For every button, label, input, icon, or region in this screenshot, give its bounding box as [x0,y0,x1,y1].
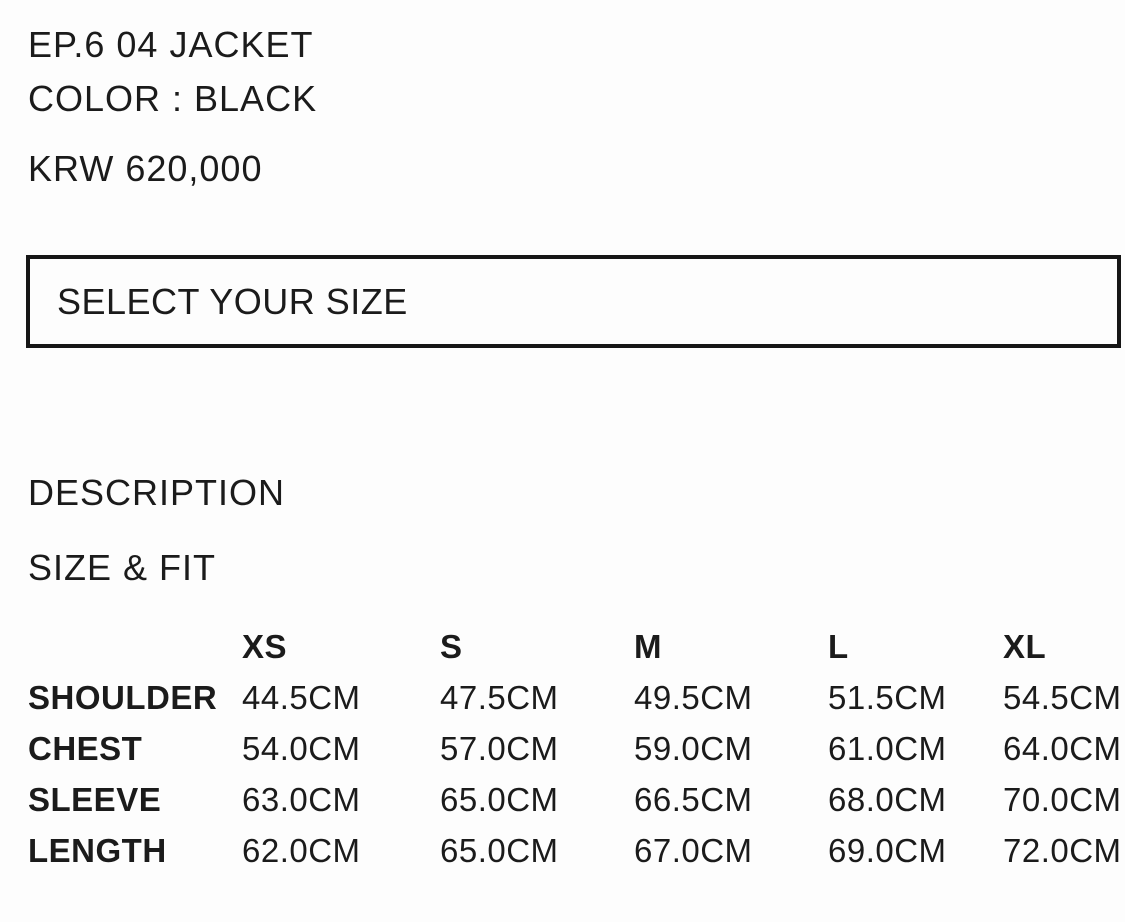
measurement-value: 49.5CM [634,678,753,716]
measurement-row-label: LENGTH [28,831,167,869]
measurement-value: 62.0CM [242,831,361,869]
measurement-row-label: CHEST [28,729,143,767]
measurement-value: 57.0CM [440,729,559,767]
measurement-value: 65.0CM [440,780,559,818]
size-select-label: SELECT YOUR SIZE [57,280,408,322]
size-column-header: S [440,627,463,665]
size-chart-table: XS S M L XL SHOULDER 44.5CM 47.5CM 49.5C… [28,621,1125,876]
measurement-value: 72.0CM [1003,831,1122,869]
measurement-row-label: SLEEVE [28,780,162,818]
measurement-value: 54.5CM [1003,678,1122,716]
measurement-value: 44.5CM [242,678,361,716]
measurement-value: 47.5CM [440,678,559,716]
product-color: COLOR : BLACK [28,78,318,119]
measurement-value: 59.0CM [634,729,753,767]
measurement-value: 69.0CM [828,831,947,869]
product-price: KRW 620,000 [28,148,263,189]
size-select-dropdown[interactable]: SELECT YOUR SIZE [26,255,1121,348]
size-chart-corner-cell [28,621,242,672]
measurement-value: 54.0CM [242,729,361,767]
size-column-header: XS [242,627,288,665]
measurement-value: 61.0CM [828,729,947,767]
measurement-value: 66.5CM [634,780,753,818]
size-column-header: L [828,627,849,665]
description-heading: DESCRIPTION [28,472,286,513]
measurement-value: 70.0CM [1003,780,1122,818]
measurement-value: 68.0CM [828,780,947,818]
size-fit-heading: SIZE & FIT [28,547,217,588]
measurement-value: 51.5CM [828,678,947,716]
measurement-value: 63.0CM [242,780,361,818]
measurement-value: 67.0CM [634,831,753,869]
size-column-header: M [634,627,662,665]
product-title: EP.6 04 JACKET [28,24,314,65]
size-column-header: XL [1003,627,1047,665]
measurement-value: 65.0CM [440,831,559,869]
measurement-value: 64.0CM [1003,729,1122,767]
measurement-row-label: SHOULDER [28,678,218,716]
